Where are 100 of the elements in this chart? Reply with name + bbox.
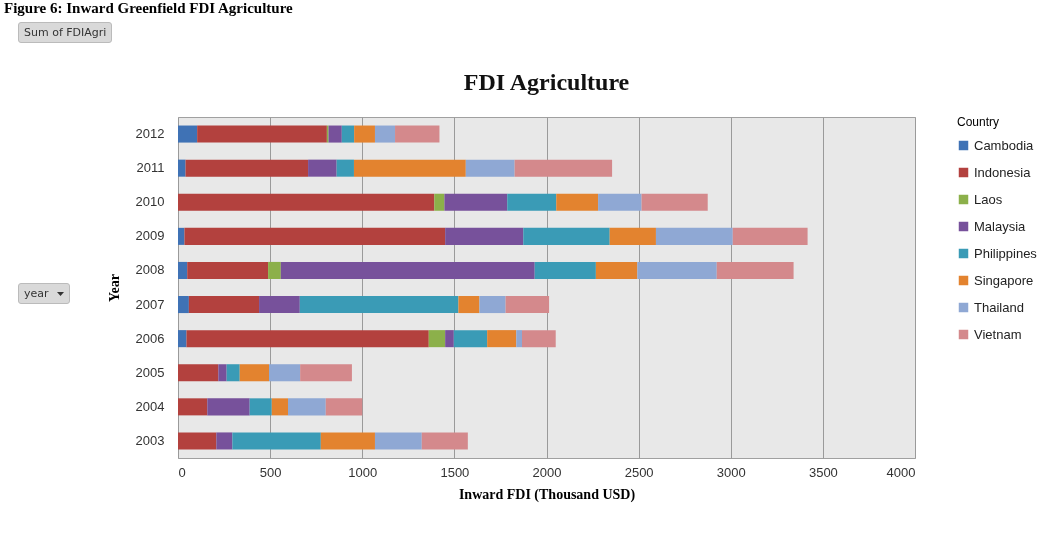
x-tick-label: 0 xyxy=(178,464,186,480)
bar xyxy=(300,364,352,382)
bar xyxy=(732,227,808,245)
bar xyxy=(595,261,638,279)
y-tick-label: 2003 xyxy=(135,432,165,448)
bar xyxy=(178,159,186,177)
bar xyxy=(320,432,375,450)
legend-label: Indonesia xyxy=(974,164,1032,180)
bar xyxy=(716,261,794,279)
bar xyxy=(178,125,198,143)
bar xyxy=(556,193,599,211)
bar xyxy=(453,330,488,348)
bar xyxy=(341,125,355,143)
x-tick-label: 1500 xyxy=(440,464,470,480)
bar xyxy=(178,296,189,314)
x-tick-label: 1000 xyxy=(348,464,378,480)
y-tick-label: 2009 xyxy=(135,228,165,244)
legend-label: Philippines xyxy=(974,245,1038,261)
bar xyxy=(187,261,269,279)
x-tick-label: 2500 xyxy=(624,464,654,480)
bar xyxy=(226,364,240,382)
text: Sum of FDIAgri xyxy=(18,22,113,43)
bar xyxy=(641,193,708,211)
bar xyxy=(487,330,517,348)
x-tick-label: 3000 xyxy=(716,464,746,480)
bar xyxy=(280,261,535,279)
bar xyxy=(421,432,468,450)
bar xyxy=(232,432,321,450)
bar xyxy=(328,125,342,143)
x-tick-label: 3500 xyxy=(808,464,838,480)
bar xyxy=(479,296,506,314)
bar xyxy=(186,330,429,348)
y-tick-label: 2012 xyxy=(135,126,165,142)
bar xyxy=(374,125,396,143)
bar xyxy=(259,296,300,314)
bar xyxy=(521,330,556,348)
bar xyxy=(288,398,326,416)
chart-title: FDI Agriculture xyxy=(463,69,630,95)
bar xyxy=(445,330,454,348)
y-tick-label: 2011 xyxy=(136,160,165,176)
caption: Figure 6: Inward Greenfield FDI Agriculture xyxy=(4,0,293,17)
x-tick-label: 2000 xyxy=(532,464,562,480)
y-tick-label: 2010 xyxy=(135,194,165,210)
bar xyxy=(178,398,208,416)
bar xyxy=(184,227,446,245)
bar xyxy=(637,261,717,279)
legend-label: Vietnam xyxy=(974,326,1022,342)
bar xyxy=(374,432,422,450)
bar xyxy=(505,296,550,314)
bar xyxy=(428,330,446,348)
bar xyxy=(178,193,435,211)
bar xyxy=(249,398,272,416)
x-tick-label: 4000 xyxy=(886,464,916,480)
y-tick-label: 2005 xyxy=(135,364,165,380)
y-tick-label: 2008 xyxy=(135,262,165,278)
legend-label: Cambodia xyxy=(974,137,1035,153)
bar xyxy=(336,159,354,177)
bar xyxy=(178,364,219,382)
bar xyxy=(395,125,440,143)
bar xyxy=(445,227,524,245)
bar xyxy=(514,159,613,177)
bar xyxy=(299,296,459,314)
bar xyxy=(239,364,270,382)
legend-label: Thailand xyxy=(974,299,1024,315)
bar xyxy=(178,227,185,245)
bar xyxy=(216,432,233,450)
bar xyxy=(655,227,733,245)
bar xyxy=(598,193,642,211)
bar xyxy=(434,193,445,211)
bar xyxy=(197,125,327,143)
bar xyxy=(354,125,375,143)
bar xyxy=(271,398,288,416)
bar xyxy=(185,159,309,177)
legend-label: Laos xyxy=(974,191,1003,207)
bar xyxy=(534,261,596,279)
x-tick-label: 500 xyxy=(259,464,282,480)
text: year xyxy=(24,287,49,300)
legend-label: Singapore xyxy=(974,272,1034,288)
bar xyxy=(188,296,260,314)
legend-title: Country xyxy=(957,115,1000,129)
y-tick-label: 2007 xyxy=(135,296,165,312)
y-axis-title: Year xyxy=(106,274,122,302)
bar xyxy=(178,261,188,279)
bar xyxy=(609,227,656,245)
bar xyxy=(465,159,515,177)
bar xyxy=(178,330,187,348)
bar xyxy=(523,227,610,245)
y-tick-label: 2006 xyxy=(135,330,165,346)
bar xyxy=(444,193,508,211)
bar xyxy=(268,261,281,279)
bar xyxy=(308,159,337,177)
x-axis-title: Inward FDI (Thousand USD) xyxy=(458,486,636,503)
bar xyxy=(458,296,480,314)
bar xyxy=(207,398,250,416)
bar xyxy=(325,398,363,416)
y-tick-label: 2004 xyxy=(135,398,165,414)
bar xyxy=(178,432,217,450)
bar xyxy=(218,364,227,382)
legend-label: Malaysia xyxy=(974,218,1027,234)
bar xyxy=(516,330,522,348)
